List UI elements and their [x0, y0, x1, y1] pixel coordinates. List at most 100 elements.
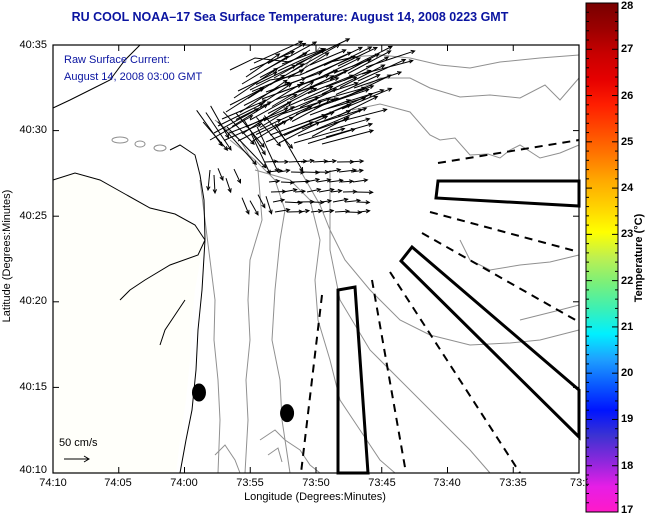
- current-vector: [345, 88, 385, 103]
- current-vector: [263, 41, 318, 71]
- current-vector: [257, 194, 266, 209]
- current-vector: [329, 117, 371, 131]
- current-legend-time: August 14, 2008 03:00 GMT: [64, 71, 203, 83]
- surface-current-vectors: [196, 38, 416, 216]
- x-tick-label: 73:55: [236, 477, 264, 489]
- current-vector: [267, 42, 307, 64]
- colorbar-ticks: [586, 2, 618, 513]
- current-vector: [361, 59, 414, 75]
- current-vector: [225, 178, 232, 194]
- colorbar-tick-label: 22: [621, 274, 634, 287]
- x-tick-label: 73:40: [433, 477, 461, 489]
- x-axis-label: Longitude (Degrees:Minutes): [244, 491, 386, 503]
- current-vector: [309, 49, 347, 66]
- colorbar-tick-label: 19: [621, 413, 634, 426]
- current-vector: [259, 52, 308, 78]
- current-vector: [265, 196, 273, 215]
- scale-label: 50 cm/s: [59, 437, 98, 449]
- x-tick-label: 73:50: [302, 477, 330, 489]
- current-vector: [320, 198, 333, 204]
- current-vector: [210, 105, 230, 139]
- y-tick-label: 40:10: [19, 464, 47, 476]
- current-vector: [222, 111, 255, 145]
- current-vector: [293, 127, 346, 144]
- current-vector: [226, 126, 267, 169]
- axis-ticks: [52, 44, 580, 474]
- current-vector: [334, 209, 351, 214]
- current-vector: [335, 74, 381, 95]
- current-vector: [321, 129, 375, 145]
- current-vector: [276, 159, 290, 165]
- y-tick-label: 40:15: [19, 381, 47, 393]
- current-vector: [249, 200, 259, 216]
- current-vector: [315, 57, 361, 80]
- current-vector: [278, 168, 291, 173]
- current-vector: [313, 88, 370, 109]
- current-vector: [243, 119, 266, 156]
- current-vector: [310, 208, 324, 214]
- current-vector: [341, 87, 393, 110]
- current-vector: [237, 71, 278, 92]
- current-vector: [263, 115, 294, 149]
- x-tick-label: 73:35: [499, 477, 527, 489]
- current-vector: [247, 74, 286, 99]
- current-vector: [357, 58, 407, 82]
- current-vector: [324, 159, 338, 164]
- colorbar-tick-label: 28: [621, 0, 634, 12]
- chart-title: RU COOL NOAA–17 Sea Surface Temperature:…: [71, 10, 509, 24]
- current-vector: [241, 197, 250, 215]
- colorbar-tick-label: 23: [621, 228, 634, 241]
- current-vector: [303, 81, 359, 101]
- station-marker: [280, 404, 295, 423]
- current-vector: [316, 178, 332, 183]
- colorbar-tick-label: 25: [621, 135, 634, 148]
- current-vector: [319, 108, 363, 123]
- colorbar-tick-label: 18: [621, 459, 634, 472]
- x-tick-label: 74:00: [170, 477, 198, 489]
- y-tick-label: 40:35: [19, 39, 47, 51]
- y-tick-label: 40:20: [19, 295, 47, 307]
- current-vector: [300, 158, 315, 164]
- current-vector: [256, 126, 279, 173]
- current-vector: [212, 174, 217, 195]
- x-tick-label: 73:45: [368, 477, 396, 489]
- colorbar-tick-label: 26: [621, 89, 634, 102]
- current-vector: [274, 207, 291, 213]
- current-vector: [233, 168, 242, 184]
- x-tick-label: 74:10: [39, 477, 67, 489]
- current-vector: [268, 179, 281, 184]
- station-marker: [191, 383, 206, 402]
- colorbar-label: Temperature (°C): [633, 213, 645, 303]
- current-vector: [343, 56, 390, 81]
- current-vector: [319, 46, 373, 73]
- current-vector: [264, 159, 279, 164]
- current-vector: [282, 187, 298, 193]
- current-legend-title: Raw Surface Current:: [64, 54, 170, 66]
- current-vector: [333, 108, 388, 124]
- current-vector: [337, 46, 378, 67]
- current-vector: [298, 208, 311, 214]
- current-vector: [330, 188, 343, 194]
- current-vector: [365, 49, 416, 68]
- current-vector: [274, 123, 304, 173]
- current-vector: [351, 45, 393, 67]
- current-vector: [294, 189, 307, 194]
- y-tick-label: 40:25: [19, 210, 47, 222]
- current-vector: [322, 208, 335, 214]
- current-vector: [206, 169, 211, 192]
- current-vector: [352, 178, 369, 183]
- station-markers: [191, 383, 295, 423]
- current-vector: [217, 103, 264, 127]
- current-vector: [326, 168, 342, 173]
- current-vector: [347, 50, 392, 74]
- current-vector: [353, 71, 403, 89]
- colorbar-tick-label: 24: [621, 182, 634, 195]
- track-lines: [300, 139, 580, 474]
- current-vector: [358, 209, 371, 214]
- x-tick-label: 73:3: [570, 477, 588, 489]
- current-vector: [202, 121, 229, 151]
- scale-arrow: [64, 455, 90, 463]
- current-vector: [287, 52, 330, 79]
- x-tick-label: 74:05: [104, 477, 132, 489]
